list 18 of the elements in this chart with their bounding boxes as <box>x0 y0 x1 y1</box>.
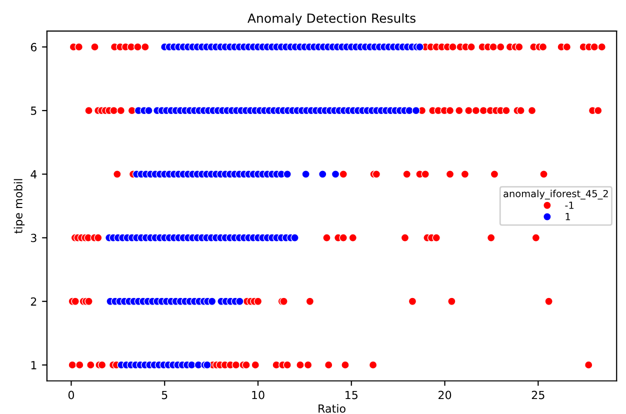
x-tick-label: 5 <box>162 390 168 400</box>
y-tick-label: 2 <box>30 297 36 306</box>
legend-label: -1 <box>565 202 574 209</box>
y-tick-label: 1 <box>31 361 36 370</box>
chart-title: Anomaly Detection Results <box>248 13 416 26</box>
y-tick-label: 5 <box>31 106 36 115</box>
y-tick-label: 6 <box>30 42 37 52</box>
x-tick-label: 25 <box>532 390 544 400</box>
y-tick-label: 4 <box>30 170 37 178</box>
legend-title: anomaly_iforest_45_2 <box>504 190 608 200</box>
x-tick-label: 20 <box>438 390 452 400</box>
x-tick-label: 10 <box>252 390 264 400</box>
legend-label: 1 <box>566 213 570 220</box>
y-axis-title: tipe mobil <box>14 179 25 234</box>
y-tick-label: 3 <box>31 234 36 242</box>
x-tick-label: 0 <box>68 390 74 400</box>
x-axis-title: Ratio <box>318 404 346 413</box>
x-tick-label: 15 <box>346 390 358 400</box>
